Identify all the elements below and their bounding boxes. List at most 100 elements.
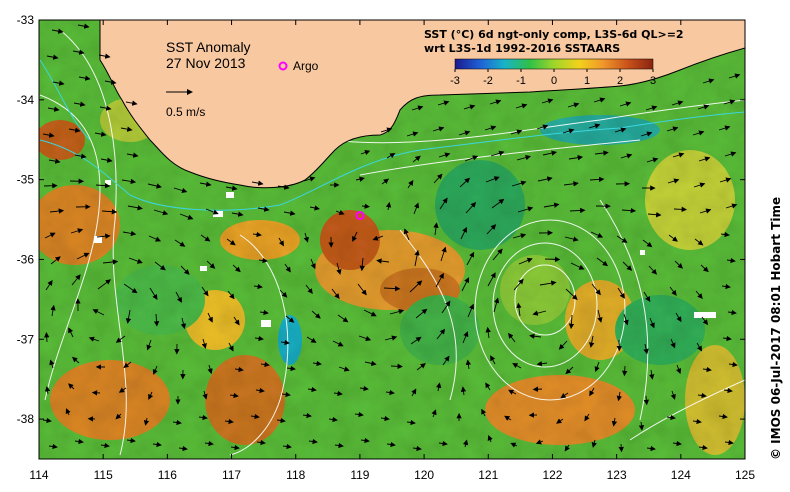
velocity-arrow (175, 291, 182, 303)
velocity-arrow (411, 388, 417, 397)
lon-tick-label: 114 (29, 468, 48, 482)
velocity-arrow (698, 156, 711, 162)
velocity-arrow (694, 238, 704, 246)
velocity-arrow (363, 309, 377, 317)
velocity-arrow (622, 261, 633, 271)
velocity-arrow (73, 101, 86, 107)
velocity-arrow (179, 213, 194, 220)
velocity-arrow (649, 369, 655, 380)
velocity-arrow (359, 257, 365, 272)
velocity-arrow (412, 155, 421, 163)
velocity-arrow (380, 415, 390, 422)
velocity-arrow (44, 232, 56, 239)
velocity-arrow (115, 413, 122, 420)
velocity-arrow (335, 209, 345, 215)
velocity-arrow (719, 177, 732, 183)
velocity-arrow (617, 287, 625, 299)
velocity-arrow (611, 417, 618, 427)
velocity-arrow (207, 364, 213, 375)
velocity-arrow (463, 104, 476, 110)
velocity-arrow (284, 263, 291, 273)
velocity-arrow (49, 359, 55, 369)
velocity-arrow (508, 332, 516, 343)
velocity-arrow (96, 233, 111, 239)
velocity-arrow (44, 332, 50, 343)
velocity-arrow (312, 360, 322, 367)
longitude-axis: 114 115 116 117 118 119 120 121 122 123 124 125 (29, 20, 755, 482)
velocity-arrow (529, 333, 542, 339)
velocity-arrow (591, 283, 601, 296)
velocity-arrow (640, 131, 653, 137)
velocity-arrow (616, 391, 622, 402)
velocity-arrow (433, 173, 443, 184)
velocity-arrow (440, 246, 447, 262)
colorbar-title-line1: SST (°C) 6d ngt-only comp, L3S-6d QL>=2 (424, 28, 684, 41)
velocity-arrow (510, 129, 523, 135)
velocity-arrow (409, 280, 423, 293)
velocity-arrow (467, 303, 475, 318)
velocity-arrow (596, 257, 609, 267)
velocity-arrow (697, 392, 707, 399)
velocity-arrow (645, 105, 658, 111)
velocity-arrow (699, 208, 712, 214)
velocity-arrow (355, 176, 365, 182)
velocity-arrow (564, 444, 570, 452)
velocity-arrow (435, 272, 444, 288)
velocity-arrow (68, 327, 74, 338)
velocity-arrow (361, 203, 370, 209)
colorbar-tick-label: 3 (650, 75, 656, 87)
velocity-arrow (614, 127, 627, 133)
velocity-arrow (206, 260, 216, 269)
argo-float-marker[interactable] (355, 211, 365, 221)
credit-text: © IMOS 06-Jul-2017 08:01 Hobart Time (769, 197, 783, 460)
velocity-arrow (180, 265, 190, 275)
velocity-arrow (588, 123, 601, 129)
velocity-arrow (670, 390, 676, 400)
velocity-arrow (120, 126, 133, 132)
colorbar-tick-label: -1 (516, 75, 526, 87)
velocity-arrow (282, 443, 292, 450)
velocity-arrow (510, 442, 518, 448)
velocity-arrow (593, 97, 606, 103)
velocity-arrow (619, 101, 632, 107)
lon-tick-label: 117 (222, 468, 241, 482)
velocity-arrow (642, 239, 653, 248)
velocity-arrow (257, 206, 270, 212)
velocity-arrow (252, 231, 262, 238)
velocity-arrow (118, 387, 127, 393)
lon-tick-label: 125 (735, 468, 755, 482)
velocity-arrow (692, 418, 702, 425)
velocity-arrow (74, 438, 84, 445)
velocity-arrow (72, 356, 80, 364)
velocity-arrow (204, 440, 214, 447)
velocity-arrow (386, 153, 396, 159)
velocity-arrow (126, 152, 139, 158)
velocity-arrow (727, 309, 737, 316)
velocity-arrow (516, 154, 531, 161)
velocity-arrow (433, 222, 439, 236)
velocity-arrow (649, 317, 655, 329)
velocity-arrow (50, 256, 61, 265)
velocity-arrow (438, 440, 448, 447)
velocity-arrow (569, 207, 586, 214)
velocity-arrow (508, 389, 517, 395)
velocity-arrow (384, 335, 398, 341)
velocity-arrow (692, 130, 705, 136)
velocity-arrow (153, 313, 160, 327)
velocity-arrow (666, 126, 679, 132)
velocity-arrow (207, 312, 213, 323)
velocity-arrow (700, 264, 709, 273)
velocity-arrow (722, 335, 732, 342)
lon-tick-label: 124 (671, 468, 691, 482)
velocity-arrow (303, 176, 316, 182)
velocity-arrow (333, 390, 343, 397)
velocity-arrow (255, 387, 265, 394)
velocity-arrow (283, 210, 296, 216)
velocity-arrow (360, 149, 371, 156)
velocity-arrow (485, 382, 491, 391)
velocity-arrow (376, 258, 390, 264)
velocity-arrow (256, 439, 266, 446)
velocity-arrow (517, 206, 534, 213)
velocity-arrow (74, 153, 87, 159)
